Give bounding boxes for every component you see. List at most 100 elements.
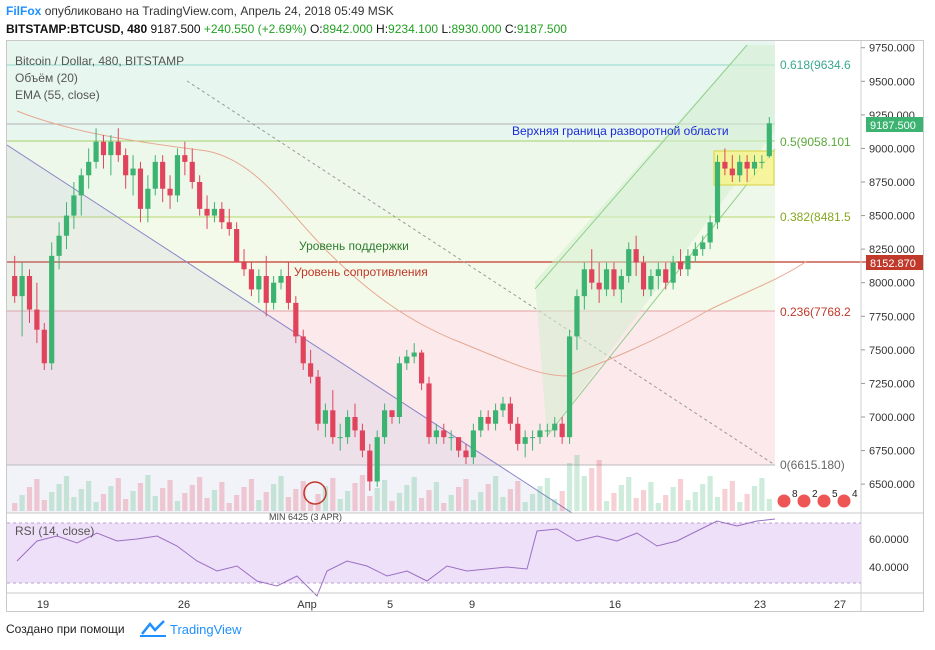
- candle[interactable]: [322, 410, 329, 424]
- candle[interactable]: [382, 410, 388, 438]
- candle[interactable]: [759, 161, 765, 163]
- candle[interactable]: [219, 208, 225, 223]
- candle[interactable]: [500, 403, 506, 411]
- candle[interactable]: [433, 430, 439, 438]
- candle[interactable]: [722, 161, 728, 169]
- candle[interactable]: [618, 276, 624, 290]
- candle[interactable]: [12, 276, 18, 297]
- candle[interactable]: [640, 262, 647, 290]
- candle[interactable]: [411, 352, 417, 357]
- candle[interactable]: [574, 296, 580, 337]
- candle[interactable]: [492, 410, 499, 424]
- candle[interactable]: [552, 423, 558, 431]
- candle[interactable]: [626, 249, 632, 276]
- candle[interactable]: [130, 168, 136, 176]
- candle[interactable]: [485, 417, 491, 424]
- candle[interactable]: [359, 430, 365, 451]
- candle[interactable]: [293, 302, 299, 337]
- candle[interactable]: [655, 269, 661, 276]
- candle[interactable]: [441, 430, 447, 438]
- candle[interactable]: [611, 269, 617, 290]
- candle[interactable]: [692, 249, 698, 256]
- candle[interactable]: [448, 437, 454, 439]
- candle[interactable]: [677, 262, 684, 270]
- candle[interactable]: [26, 276, 33, 310]
- candle[interactable]: [278, 276, 284, 283]
- candle[interactable]: [234, 229, 240, 263]
- candle[interactable]: [56, 235, 62, 256]
- candle[interactable]: [374, 437, 380, 482]
- tradingview-link[interactable]: TradingView: [170, 622, 242, 637]
- event-flag-icon[interactable]: [816, 493, 832, 509]
- event-flag-icon[interactable]: [776, 493, 792, 509]
- candle[interactable]: [256, 276, 262, 290]
- candle[interactable]: [352, 417, 358, 431]
- candle[interactable]: [71, 195, 77, 216]
- candle[interactable]: [707, 222, 713, 243]
- candle[interactable]: [566, 336, 573, 438]
- candle[interactable]: [404, 356, 410, 364]
- candle[interactable]: [426, 383, 432, 438]
- candle[interactable]: [100, 141, 107, 156]
- candle[interactable]: [263, 276, 269, 303]
- candle[interactable]: [197, 182, 203, 209]
- candle[interactable]: [603, 269, 610, 290]
- candle[interactable]: [345, 417, 351, 438]
- candle[interactable]: [108, 141, 114, 156]
- candle[interactable]: [744, 161, 750, 169]
- candle[interactable]: [174, 155, 181, 196]
- candle[interactable]: [330, 410, 336, 438]
- tradingview-logo-icon[interactable]: [140, 618, 166, 638]
- time-axis[interactable]: 19 26 Апр 5 9 16 23 27: [37, 599, 846, 611]
- candle[interactable]: [737, 161, 743, 176]
- author-name[interactable]: FilFox: [6, 4, 42, 18]
- candle[interactable]: [522, 437, 528, 444]
- candle[interactable]: [315, 376, 321, 424]
- candle[interactable]: [455, 437, 462, 451]
- candle[interactable]: [470, 430, 476, 458]
- price-chart[interactable]: MIN 6425 (3 APR) Верхняя граница разворо…: [6, 41, 923, 611]
- price-axis[interactable]: 9750.0009500.0009250.0009000.0008750.000…: [861, 43, 915, 491]
- candle[interactable]: [167, 188, 173, 196]
- candle[interactable]: [529, 437, 536, 439]
- candle[interactable]: [463, 450, 469, 458]
- candle[interactable]: [211, 208, 218, 216]
- candle[interactable]: [182, 155, 188, 162]
- candle[interactable]: [633, 249, 639, 263]
- candle[interactable]: [766, 123, 772, 157]
- candle[interactable]: [714, 161, 721, 223]
- candle[interactable]: [729, 168, 735, 176]
- candle[interactable]: [670, 262, 676, 283]
- event-flag-icon[interactable]: [836, 493, 852, 509]
- candle[interactable]: [367, 450, 373, 482]
- candle[interactable]: [41, 329, 47, 364]
- candle[interactable]: [34, 309, 40, 330]
- candle[interactable]: [123, 155, 129, 176]
- candle[interactable]: [663, 269, 669, 283]
- candle[interactable]: [137, 168, 144, 209]
- candle[interactable]: [204, 208, 210, 216]
- candle[interactable]: [507, 403, 513, 424]
- candle[interactable]: [160, 161, 166, 189]
- candle[interactable]: [648, 276, 654, 290]
- candle[interactable]: [419, 352, 425, 384]
- candle[interactable]: [189, 161, 195, 182]
- candle[interactable]: [226, 222, 232, 229]
- candle[interactable]: [389, 410, 395, 417]
- candle[interactable]: [115, 141, 121, 156]
- event-markers[interactable]: 8 2 5 4: [776, 489, 858, 509]
- candle[interactable]: [559, 423, 565, 438]
- candle[interactable]: [308, 363, 314, 377]
- candle[interactable]: [49, 255, 55, 364]
- candle[interactable]: [581, 269, 587, 297]
- candle[interactable]: [478, 417, 484, 431]
- candle[interactable]: [396, 363, 402, 417]
- candle[interactable]: [19, 276, 25, 297]
- candle[interactable]: [93, 141, 99, 162]
- candle[interactable]: [241, 262, 247, 270]
- candle[interactable]: [271, 282, 277, 303]
- candle[interactable]: [300, 336, 306, 364]
- candle[interactable]: [685, 255, 691, 270]
- event-flag-icon[interactable]: [796, 493, 812, 509]
- candles[interactable]: [12, 117, 772, 491]
